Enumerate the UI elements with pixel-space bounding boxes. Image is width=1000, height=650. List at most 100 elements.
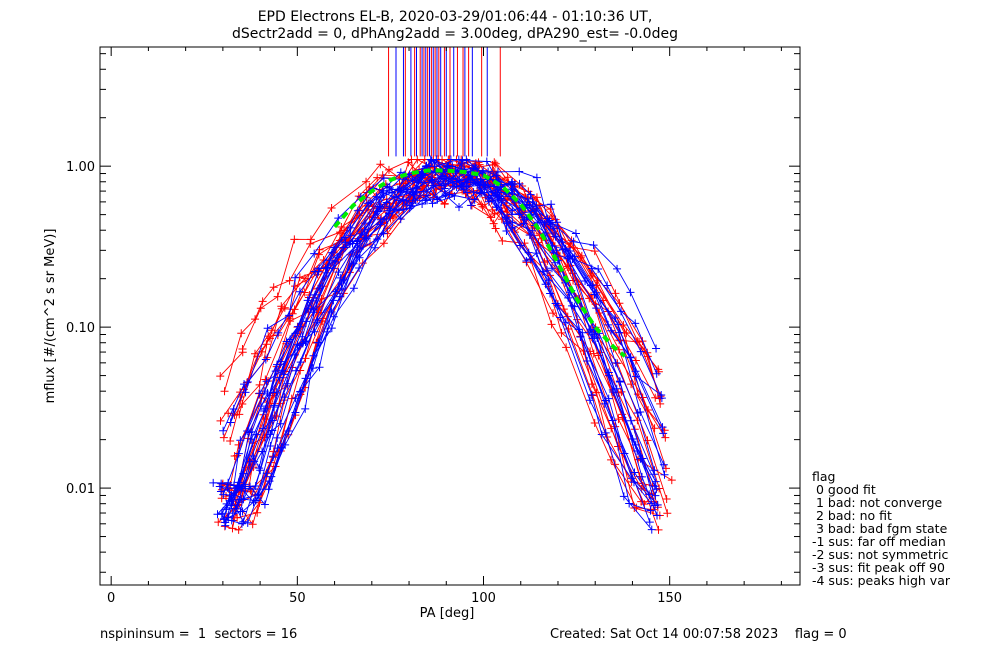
spectrum-group <box>222 158 670 501</box>
data-point <box>302 317 311 326</box>
data-point <box>546 271 555 280</box>
x-axis-label: PA [deg] <box>420 606 475 621</box>
data-point <box>654 365 663 374</box>
data-point <box>619 492 628 501</box>
data-point <box>273 292 282 301</box>
data-point <box>650 424 659 433</box>
data-point <box>508 185 517 194</box>
data-point <box>543 266 552 275</box>
spectrum-group <box>222 161 659 513</box>
data-point <box>547 320 556 329</box>
fit-curve <box>333 168 627 358</box>
data-point <box>605 371 614 380</box>
data-point <box>490 210 499 219</box>
data-point <box>422 191 431 200</box>
y-axis-label: mflux [#/(cm^2 s sr MeV)] <box>43 229 58 404</box>
data-point <box>251 315 260 324</box>
data-point <box>262 469 271 478</box>
data-point <box>241 388 250 397</box>
data-point <box>329 312 338 321</box>
data-point <box>236 436 245 445</box>
data-point <box>362 177 371 186</box>
data-point <box>503 213 512 222</box>
data-point <box>285 311 294 320</box>
data-point <box>508 206 517 215</box>
spectrum-line <box>228 168 657 519</box>
spectrum-group <box>213 155 655 519</box>
data-point <box>306 235 315 244</box>
data-point <box>434 177 443 186</box>
data-point <box>654 525 663 534</box>
legend-item: 2 bad: no fit <box>812 508 892 523</box>
data-point <box>262 377 271 386</box>
data-point <box>312 318 321 327</box>
data-point <box>273 360 282 369</box>
data-point <box>463 178 472 187</box>
data-point <box>433 195 442 204</box>
data-point <box>219 490 228 499</box>
data-point <box>462 155 471 164</box>
data-point <box>396 215 405 224</box>
data-point <box>336 228 345 237</box>
data-point <box>217 485 226 494</box>
spectrum-group <box>217 174 671 504</box>
data-point <box>355 244 364 253</box>
data-point <box>301 354 310 363</box>
data-point <box>379 174 388 183</box>
data-point <box>631 319 640 328</box>
data-point <box>490 158 499 167</box>
data-point <box>222 503 231 512</box>
data-point <box>379 188 388 197</box>
data-point <box>291 273 300 282</box>
data-point <box>346 231 355 240</box>
data-point <box>341 238 350 247</box>
data-point <box>557 328 566 337</box>
data-point <box>484 197 493 206</box>
data-point <box>353 206 362 215</box>
data-point <box>466 167 475 176</box>
data-point <box>528 226 537 235</box>
data-point <box>525 200 534 209</box>
data-point <box>272 388 281 397</box>
data-point <box>444 161 453 170</box>
legend-item: -4 sus: peaks high var <box>812 573 951 588</box>
data-point <box>238 507 247 516</box>
data-point <box>268 426 277 435</box>
data-point <box>561 244 570 253</box>
data-point <box>627 380 636 389</box>
data-point <box>508 177 517 186</box>
data-point <box>475 160 484 169</box>
data-point <box>278 366 287 375</box>
data-point <box>322 268 331 277</box>
data-point <box>234 449 243 458</box>
data-point <box>277 302 286 311</box>
data-point <box>394 206 403 215</box>
data-point <box>660 470 669 479</box>
data-point <box>663 509 672 518</box>
data-point <box>251 481 260 490</box>
data-point <box>585 396 594 405</box>
data-point <box>310 249 319 258</box>
data-point <box>589 241 598 250</box>
data-point <box>280 303 289 312</box>
data-point <box>258 424 267 433</box>
footer-right: Created: Sat Oct 14 00:07:58 2023 flag =… <box>550 627 847 642</box>
data-point <box>541 280 550 289</box>
data-point <box>627 474 636 483</box>
data-point <box>614 415 623 424</box>
data-point <box>360 219 369 228</box>
data-point <box>428 199 437 208</box>
data-point <box>291 282 300 291</box>
data-point <box>516 241 525 250</box>
data-point <box>597 430 606 439</box>
data-point <box>221 518 230 527</box>
data-point <box>239 517 248 526</box>
data-point <box>607 326 616 335</box>
data-point <box>448 162 457 171</box>
x-tick-label: 0 <box>107 591 115 606</box>
data-point <box>315 363 324 372</box>
data-point <box>237 519 246 528</box>
data-point <box>298 339 307 348</box>
data-point <box>603 281 612 290</box>
footer-left: nspininsum = 1 sectors = 16 <box>100 627 298 642</box>
